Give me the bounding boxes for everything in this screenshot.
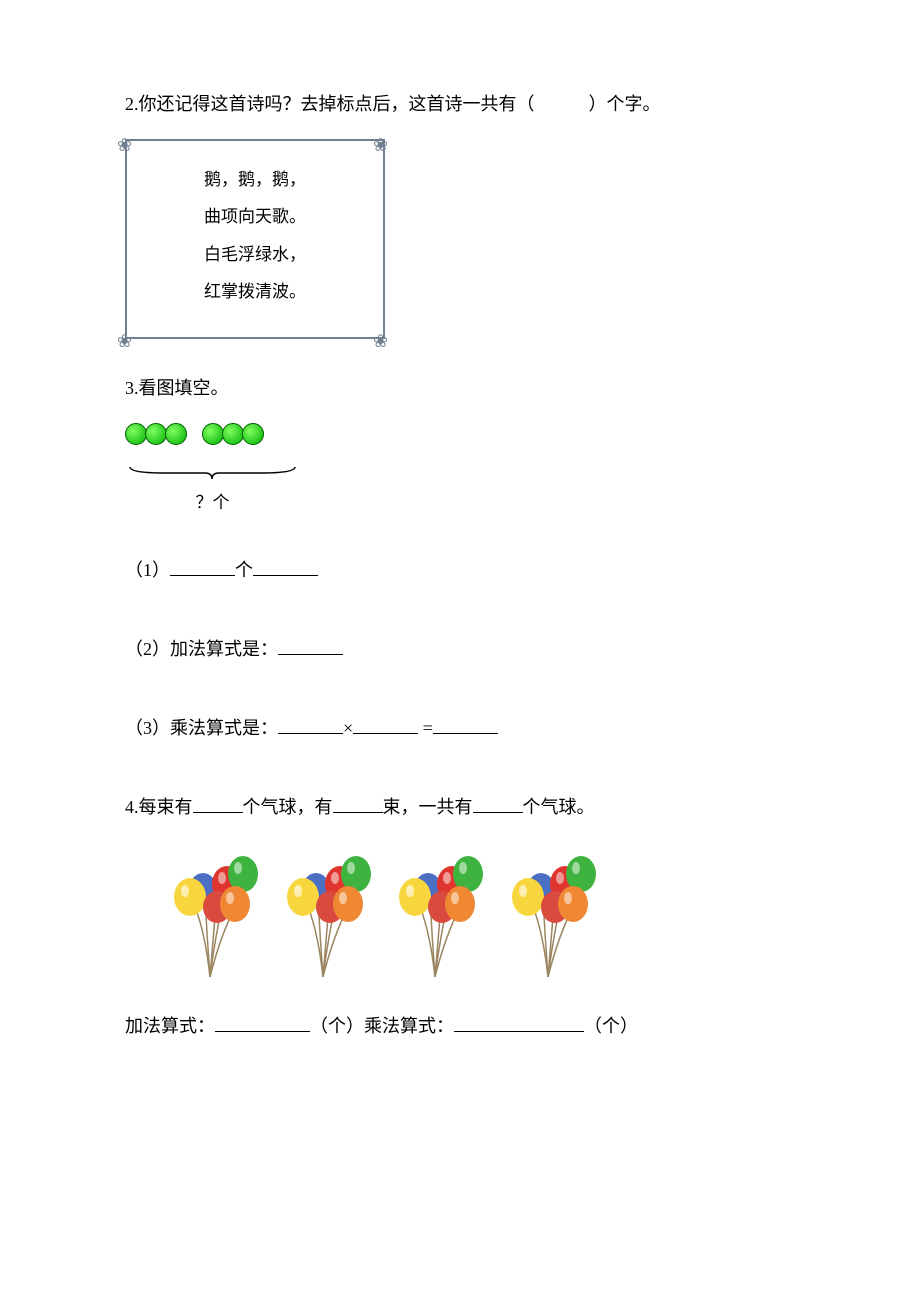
circle-icon	[242, 423, 264, 445]
sub-prefix: （3）乘法算式是：	[125, 718, 278, 738]
brace-icon	[125, 465, 300, 483]
times-sign: ×	[343, 718, 353, 738]
answer-label-mult: 乘法算式：	[364, 1016, 454, 1036]
blank-input[interactable]	[253, 558, 318, 576]
q4-p4: 个气球。	[523, 797, 595, 817]
frame-corner-icon: ❀	[373, 327, 393, 347]
answer-unit2: （个）	[584, 1016, 638, 1036]
brace-label: ？个	[125, 489, 300, 516]
blank-input[interactable]	[433, 716, 498, 734]
sub-prefix: （2）加法算式是：	[125, 639, 278, 659]
sub-prefix: （1）	[125, 560, 170, 580]
frame-corner-icon: ❀	[373, 131, 393, 151]
circle-group	[202, 423, 262, 454]
q2-text: 你还记得这首诗吗？去掉标点后，这首诗一共有（ ）个字。	[139, 94, 661, 114]
question-2: 2.你还记得这首诗吗？去掉标点后，这首诗一共有（ ）个字。 ❀ ❀ ❀ ❀ 鹅，…	[125, 90, 795, 339]
balloon-bunch	[278, 842, 378, 982]
q3-text: 看图填空。	[139, 378, 229, 398]
poem-line: 鹅，鹅，鹅，	[157, 161, 353, 198]
blank-input[interactable]	[193, 795, 243, 813]
blank-input[interactable]	[170, 558, 235, 576]
q4-p1: 每束有	[139, 797, 193, 817]
balloon-bunch	[165, 842, 265, 982]
circle-group	[125, 423, 185, 454]
blank-input[interactable]	[454, 1014, 584, 1032]
circle-icon	[202, 423, 224, 445]
circles-diagram	[125, 423, 795, 454]
sub-mid: 个	[235, 560, 253, 580]
blank-input[interactable]	[473, 795, 523, 813]
question-4: 4.每束有 个气球，有 束，一共有 个气球。	[125, 793, 795, 1041]
brace-container: ？个	[125, 463, 300, 516]
blank-input[interactable]	[278, 637, 343, 655]
blank-input[interactable]	[333, 795, 383, 813]
eq-sign: =	[418, 718, 433, 738]
q2-prompt: 2.你还记得这首诗吗？去掉标点后，这首诗一共有（ ）个字。	[125, 90, 795, 119]
q4-prompt: 4.每束有 个气球，有 束，一共有 个气球。	[125, 793, 795, 822]
q3-sub3: （3）乘法算式是： × =	[125, 714, 795, 743]
blank-input[interactable]	[278, 716, 343, 734]
blank-input[interactable]	[215, 1014, 310, 1032]
q4-p2: 个气球，有	[243, 797, 333, 817]
balloon-bunch	[503, 842, 603, 982]
q2-number: 2.	[125, 94, 139, 114]
answer-unit: （个）	[310, 1016, 364, 1036]
poem-line: 红掌拨清波。	[157, 273, 353, 310]
q3-prompt: 3.看图填空。	[125, 374, 795, 403]
q3-sub2: （2）加法算式是：	[125, 635, 795, 664]
frame-corner-icon: ❀	[117, 131, 137, 151]
q4-answer-row: 加法算式：（个）乘法算式：（个）	[125, 1012, 795, 1041]
q3-sub1: （1） 个	[125, 556, 795, 585]
blank-input[interactable]	[353, 716, 418, 734]
q4-p3: 束，一共有	[383, 797, 473, 817]
circle-icon	[165, 423, 187, 445]
circle-icon	[125, 423, 147, 445]
answer-label-add: 加法算式：	[125, 1016, 215, 1036]
balloon-bunch	[390, 842, 490, 982]
poem-line: 曲项向天歌。	[157, 198, 353, 235]
poem-line: 白毛浮绿水，	[157, 236, 353, 273]
q3-number: 3.	[125, 378, 139, 398]
q4-number: 4.	[125, 797, 139, 817]
question-3: 3.看图填空。 ？个 （1） 个 （2）加法算式是： （3）乘法算式是： × =	[125, 374, 795, 743]
circle-icon	[222, 423, 244, 445]
frame-corner-icon: ❀	[117, 327, 137, 347]
balloons-row	[125, 842, 795, 982]
circle-icon	[145, 423, 167, 445]
poem-frame: ❀ ❀ ❀ ❀ 鹅，鹅，鹅， 曲项向天歌。 白毛浮绿水， 红掌拨清波。	[125, 139, 385, 339]
